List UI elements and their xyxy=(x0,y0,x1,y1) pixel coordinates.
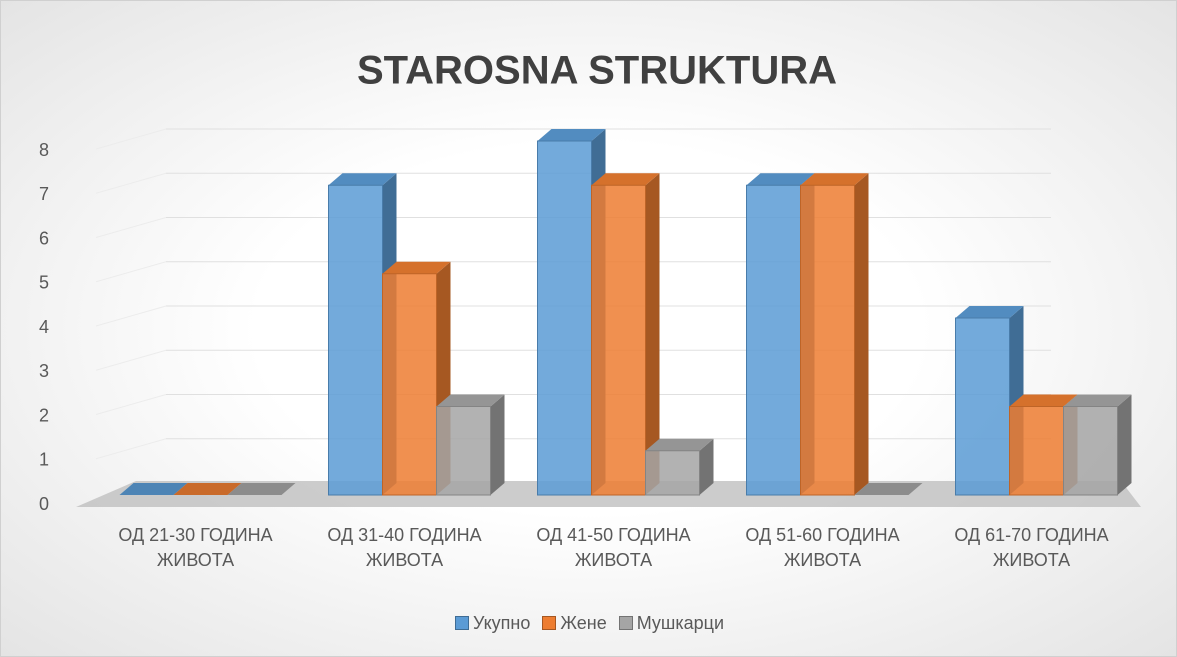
x-tick-label: ОД 21-30 ГОДИНА ЖИВОТА xyxy=(118,525,273,570)
bar-top xyxy=(537,129,606,141)
legend-item: Мушкарци xyxy=(618,613,725,634)
chart-title: STAROSNA STRUKTURA xyxy=(357,49,837,93)
grid-line-side xyxy=(95,172,167,194)
grid-line-side xyxy=(95,128,167,150)
legend-swatch xyxy=(542,616,557,630)
bar xyxy=(537,140,592,496)
bar xyxy=(328,184,383,496)
grid-line-side xyxy=(95,438,167,460)
bar-side xyxy=(699,438,714,495)
bar xyxy=(854,483,923,495)
x-tick-label: ОД 41-50 ГОДИНА ЖИВОТА xyxy=(536,525,691,570)
y-tick-label: 5 xyxy=(39,273,49,293)
bar-top xyxy=(382,261,451,274)
grid-line-side xyxy=(95,217,167,238)
legend-swatch xyxy=(618,616,633,630)
x-tick-label: ОД 31-40 ГОДИНА ЖИВОТА xyxy=(327,525,482,570)
bar-top xyxy=(645,438,714,451)
y-tick-label: 4 xyxy=(39,317,49,337)
bar xyxy=(227,483,296,495)
bar-top xyxy=(746,173,815,186)
y-tick-label: 1 xyxy=(39,450,49,470)
x-tick-label: ОД 61-70 ГОДИНА ЖИВОТА xyxy=(954,525,1109,570)
grid-line-side xyxy=(95,305,167,327)
bar xyxy=(591,184,646,496)
bar xyxy=(436,406,491,496)
bar xyxy=(1063,406,1118,496)
x-tick-label: ОД 51-60 ГОДИНА ЖИВОТА xyxy=(745,525,900,570)
bar-side xyxy=(1117,394,1132,495)
legend-swatch xyxy=(454,616,469,630)
bar-top xyxy=(591,173,660,186)
y-tick-label: 8 xyxy=(39,140,49,160)
legend-label: Мушкарци xyxy=(636,613,725,633)
bar xyxy=(119,483,188,495)
bar xyxy=(173,483,242,495)
bar xyxy=(382,273,437,496)
bar-top xyxy=(436,394,505,407)
grid-line-side xyxy=(95,261,167,283)
bar xyxy=(955,317,1010,496)
bar-top xyxy=(1063,394,1132,407)
bar xyxy=(746,184,801,496)
legend-label: Жене xyxy=(560,613,607,633)
bar-top xyxy=(1009,394,1078,407)
y-tick-label: 3 xyxy=(39,361,49,381)
bar-top xyxy=(955,306,1024,318)
bar xyxy=(645,450,700,496)
grid-line-side xyxy=(95,349,167,371)
y-tick-label: 2 xyxy=(39,405,49,425)
bar-side xyxy=(645,173,660,495)
bar-side xyxy=(490,394,505,495)
legend-label: Укупно xyxy=(472,613,531,633)
y-tick-label: 0 xyxy=(39,494,49,514)
y-tick-label: 7 xyxy=(39,184,49,204)
y-tick-label: 6 xyxy=(39,228,49,248)
legend: Укупно Жене Мушкарци xyxy=(1,613,1176,634)
legend-item: Жене xyxy=(542,613,607,634)
grid-line-side xyxy=(95,394,167,415)
legend-item: Укупно xyxy=(454,613,531,634)
bar xyxy=(800,184,855,496)
bar-side xyxy=(854,173,869,495)
bar xyxy=(1009,406,1064,496)
bar-top xyxy=(328,173,397,186)
bar-top xyxy=(800,173,869,186)
